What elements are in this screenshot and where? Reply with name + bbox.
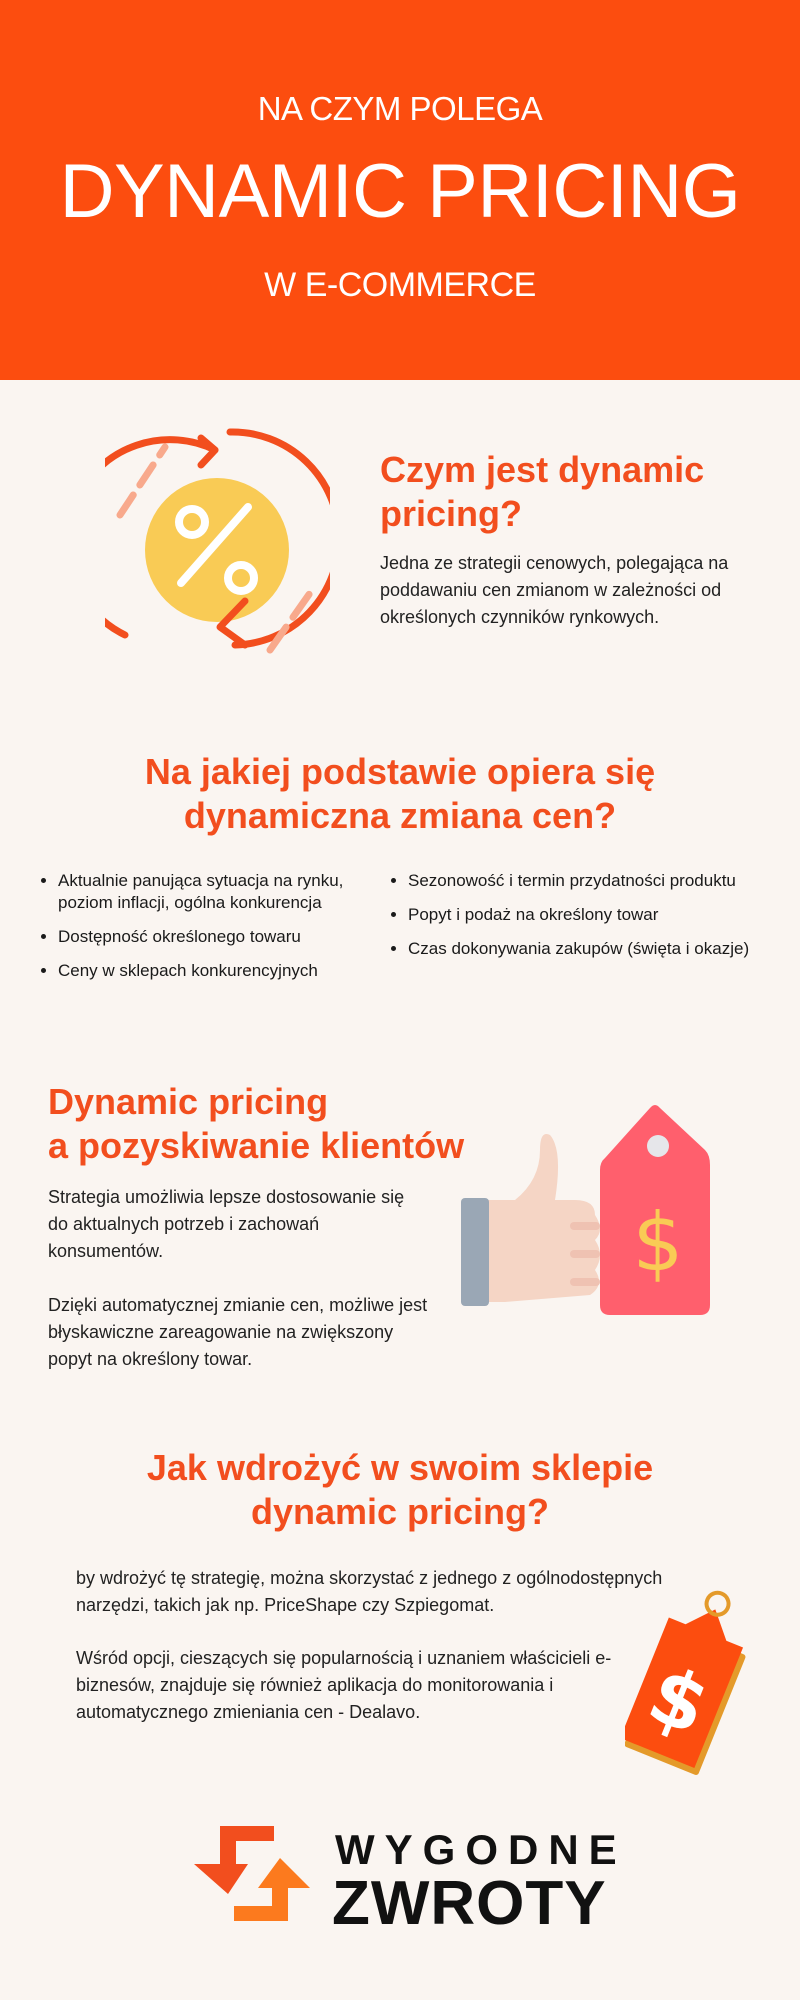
header-title: DYNAMIC PRICING (59, 149, 741, 234)
section4-title-line2: dynamic pricing? (250, 1491, 550, 1532)
section2-title-line2: dynamiczna zmiana cen? (183, 795, 617, 836)
header-line3: W E-COMMERCE (264, 266, 536, 304)
section3-title-line2: a pozyskiwanie klientów (48, 1125, 465, 1166)
dollar-tag-icon: $ (625, 1590, 746, 1775)
section2-title: Na jakiej podstawie opiera się dynamiczn… (0, 750, 800, 838)
section3-title-line1: Dynamic pricing (48, 1081, 329, 1122)
section4-title-line1: Jak wdrożyć w swoim sklepie (146, 1447, 654, 1488)
section1-title: Czym jest dynamic pricing? (380, 449, 705, 534)
list-item: Dostępność określonego towaru (58, 926, 376, 948)
logo-text-line1: WYGODNE (335, 1826, 627, 1873)
section2-title-line1: Na jakiej podstawie opiera się (144, 751, 656, 792)
logo-text-line2: ZWROTY (332, 1869, 607, 1938)
section1-text: Jedna ze strategii cenowych, polegająca … (380, 553, 729, 627)
wygodne-zwroty-logo-icon (194, 1826, 310, 1921)
section4-title: Jak wdrożyć w swoim sklepie dynamic pric… (0, 1446, 800, 1534)
section4-paragraph2: Wśród opcji, cieszących się popularności… (76, 1648, 612, 1722)
percent-refresh-icon (105, 428, 330, 654)
list-item: Sezonowość i termin przydatności produkt… (408, 870, 796, 892)
header-line1: NA CZYM POLEGA (257, 90, 543, 127)
list-item: Popyt i podaż na określony towar (408, 904, 796, 926)
list-item: Czas dokonywania zakupów (święta i okazj… (408, 938, 796, 960)
factors-list-right: Sezonowość i termin przydatności produkt… (386, 870, 796, 972)
section4-paragraph1: by wdrożyć tę strategię, można skorzysta… (76, 1568, 663, 1615)
header-banner: NA CZYM POLEGA DYNAMIC PRICING W E-COMME… (0, 0, 800, 380)
list-item: Aktualnie panująca sytuacja na rynku, po… (58, 870, 376, 914)
thumbs-up-price-tag-icon: $ (461, 1105, 710, 1315)
section3-title: Dynamic pricing a pozyskiwanie klientów (48, 1080, 488, 1168)
list-item: Ceny w sklepach konkurencyjnych (58, 960, 376, 982)
svg-text:$: $ (633, 1196, 684, 1289)
factors-list-left: Aktualnie panująca sytuacja na rynku, po… (36, 870, 376, 994)
section3-paragraph1: Strategia umożliwia lepsze dostosowanie … (48, 1187, 405, 1261)
section3-paragraph2: Dzięki automatycznej zmianie cen, możliw… (48, 1295, 428, 1369)
